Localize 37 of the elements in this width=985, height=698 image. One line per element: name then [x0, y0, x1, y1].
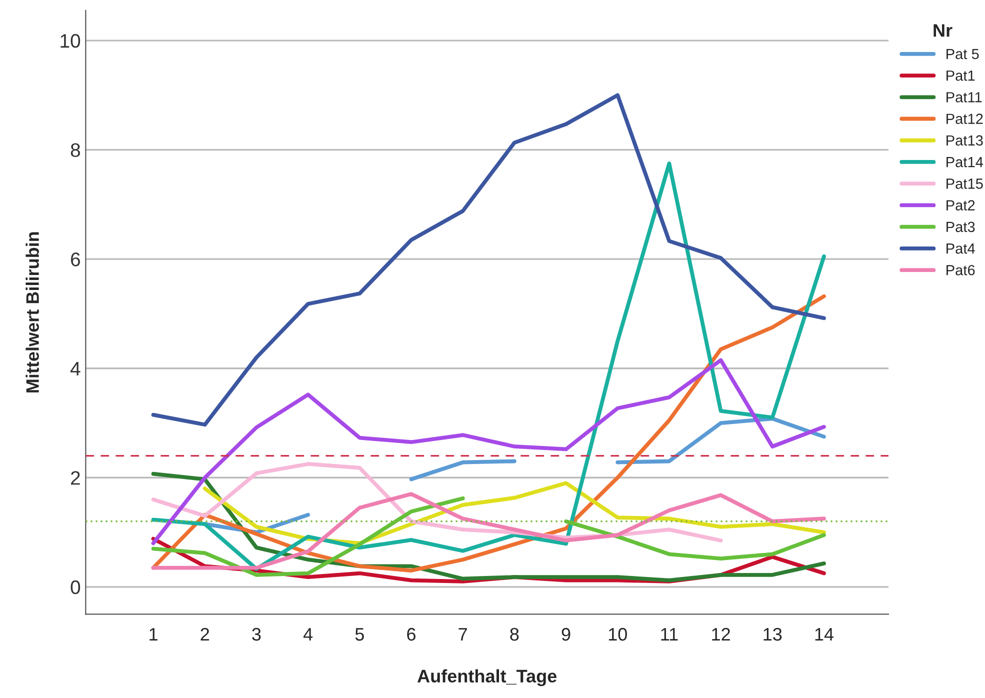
x-tick-label: 4 — [303, 628, 313, 641]
y-tick-label: 2 — [71, 471, 80, 485]
x-tick-label: 8 — [510, 628, 519, 641]
x-tick-label: 10 — [608, 628, 627, 641]
x-tick-label: 1 — [150, 628, 158, 641]
x-tick-label: 6 — [407, 628, 416, 641]
legend-label: Pat3 — [946, 222, 975, 232]
legend-label: Pat2 — [946, 200, 975, 210]
legend-label: Pat11 — [946, 92, 982, 102]
line-series — [151, 93, 826, 427]
legend-label: Pat 5 — [946, 48, 979, 60]
x-tick-label: 14 — [815, 628, 834, 641]
y-tick-label: 8 — [70, 143, 80, 158]
y-tick-label: 10 — [60, 34, 80, 48]
x-tick-label: 7 — [458, 628, 467, 641]
legend-label: Pat15 — [946, 178, 983, 189]
x-tick-label: 11 — [661, 628, 678, 641]
x-tick-label: 13 — [764, 628, 782, 641]
y-axis-title: Mittelwert Bilirubin — [26, 232, 39, 392]
x-tick-label: 2 — [200, 628, 209, 641]
legend-title: Nr — [934, 24, 952, 37]
y-tick-label: 0 — [70, 580, 80, 594]
x-axis-title: Aufenthalt_Tage — [417, 669, 557, 686]
x-tick-label: 3 — [252, 628, 261, 641]
legend-label: Pat12 — [946, 114, 983, 124]
legend-label: Pat1 — [946, 70, 975, 81]
x-tick-label: 5 — [355, 628, 364, 641]
y-tick-label: 6 — [71, 252, 80, 266]
line-series — [151, 162, 826, 571]
y-tick-label: 4 — [70, 362, 80, 376]
legend-label: Pat4 — [946, 244, 975, 254]
legend-label: Pat13 — [946, 135, 983, 146]
line-series — [151, 358, 826, 546]
legend-label: Pat14 — [946, 157, 984, 168]
x-tick-label: 9 — [562, 628, 570, 641]
x-tick-label: 12 — [712, 628, 730, 641]
legend-label: Pat6 — [946, 264, 975, 276]
